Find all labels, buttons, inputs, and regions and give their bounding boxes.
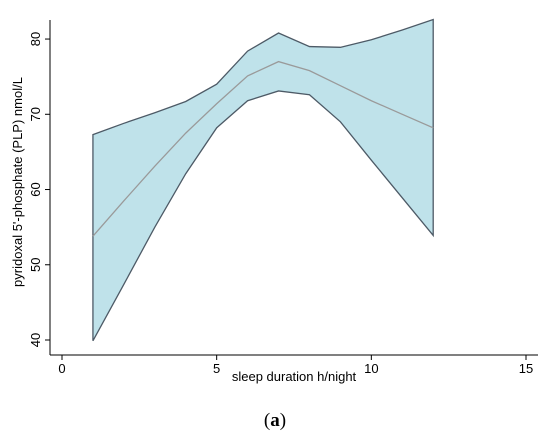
figure-caption: (a) bbox=[264, 410, 286, 431]
confidence-band bbox=[92, 18, 434, 342]
y-tick-label: 50 bbox=[28, 258, 43, 272]
fitted-line bbox=[92, 60, 434, 237]
x-axis-label: sleep duration h/night bbox=[232, 369, 357, 384]
x-tick-label: 10 bbox=[364, 361, 378, 376]
y-axis-label: pyridoxal 5'-phosphate (PLP) nmol/L bbox=[10, 77, 25, 287]
y-tick-label: 70 bbox=[28, 107, 43, 121]
caption-letter: a bbox=[270, 410, 280, 431]
y-tick-label: 40 bbox=[28, 333, 43, 347]
y-tick-label: 80 bbox=[28, 32, 43, 46]
y-axis-ticks: 40 50 60 70 80 bbox=[28, 32, 50, 347]
plot-area bbox=[92, 18, 434, 342]
caption-close: ) bbox=[280, 410, 286, 431]
x-tick-label: 0 bbox=[58, 361, 65, 376]
x-axis-ticks: 0 5 10 15 bbox=[58, 355, 533, 376]
x-tick-label: 15 bbox=[519, 361, 533, 376]
y-tick-label: 60 bbox=[28, 182, 43, 196]
caption-open: ( bbox=[264, 410, 270, 431]
x-tick-label: 5 bbox=[213, 361, 220, 376]
